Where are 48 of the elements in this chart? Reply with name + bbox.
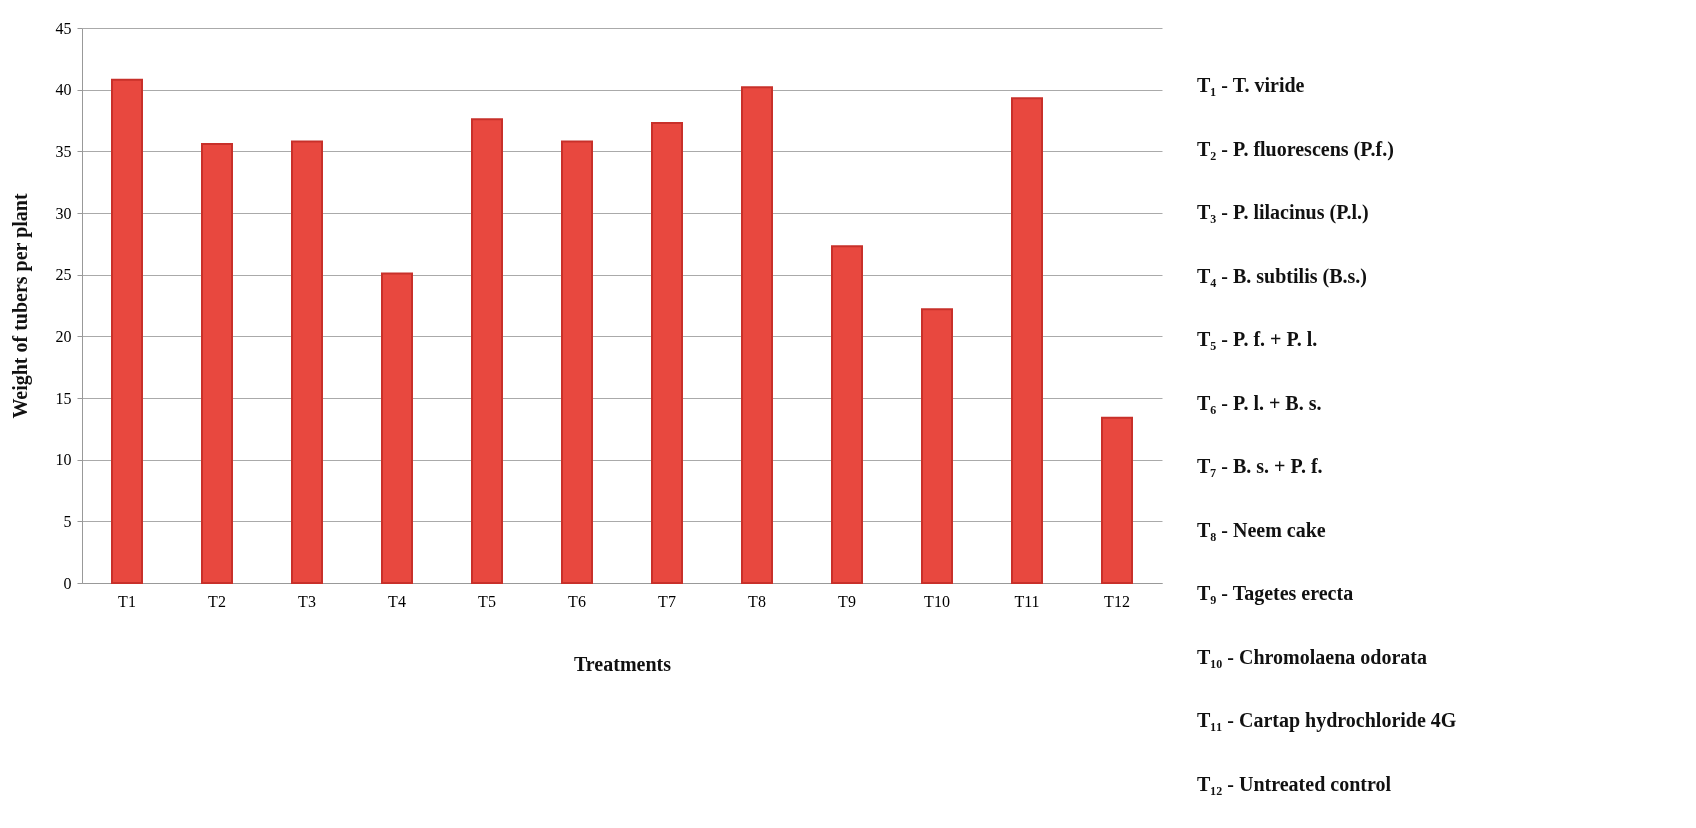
bar bbox=[921, 308, 953, 584]
bar bbox=[831, 245, 863, 584]
bar bbox=[201, 142, 233, 584]
text: T₇ - B. s. + P. f. bbox=[1197, 455, 1324, 479]
y-tick-label: 25 bbox=[55, 266, 72, 284]
x-tick-label: T9 bbox=[838, 592, 856, 610]
y-tick-label: 40 bbox=[55, 81, 72, 99]
x-tick-label: T6 bbox=[568, 592, 586, 610]
bar bbox=[291, 140, 323, 584]
bar bbox=[1101, 416, 1133, 584]
x-tick-label: T7 bbox=[658, 592, 676, 610]
bar bbox=[471, 118, 503, 584]
x-tick-label: T5 bbox=[478, 592, 496, 610]
text: T₁₁ - Cartap hydrochloride 4G bbox=[1197, 709, 1457, 734]
text: T₄ - B. subtilis (B.s.) bbox=[1197, 264, 1368, 290]
y-tick-label: 45 bbox=[55, 19, 72, 37]
x-axis-title: Treatments bbox=[573, 652, 672, 675]
y-tick-label: 5 bbox=[63, 512, 72, 530]
text: T₅ - P. f. + P. l. bbox=[1197, 328, 1319, 352]
bar bbox=[1011, 97, 1043, 584]
text: T₂ - P. fluorescens (P.f.) bbox=[1197, 137, 1395, 163]
x-tick-label: T1 bbox=[118, 592, 136, 610]
text: T₈ - Neem cake bbox=[1197, 518, 1327, 543]
text: T₆ - P. l. + B. s. bbox=[1197, 391, 1323, 416]
bar bbox=[561, 140, 593, 584]
bar bbox=[381, 272, 413, 584]
text: T₁₀ - Chromolaena odorata bbox=[1197, 645, 1428, 670]
x-tick-label: T2 bbox=[208, 592, 226, 610]
bar bbox=[741, 86, 773, 584]
y-tick-label: 20 bbox=[55, 327, 72, 345]
y-tick-label: 15 bbox=[55, 389, 72, 407]
y-tick-label: 35 bbox=[55, 142, 72, 160]
text: T₉ - Tagetes erecta bbox=[1197, 582, 1355, 607]
x-tick-label: T3 bbox=[298, 592, 316, 610]
x-tick-label: T8 bbox=[748, 592, 766, 610]
y-axis-title: Weight of tubers per plant bbox=[8, 193, 32, 419]
x-tick-label: T10 bbox=[924, 592, 950, 610]
y-tick-label: 10 bbox=[55, 451, 72, 469]
text: T₁₂ - Untreated control bbox=[1197, 772, 1392, 797]
x-tick-label: T12 bbox=[1104, 592, 1130, 610]
bar bbox=[651, 121, 683, 584]
text: T₃ - P. lilacinus (P.l.) bbox=[1197, 201, 1370, 226]
x-tick-label: T11 bbox=[1014, 592, 1040, 610]
y-tick-label: 30 bbox=[55, 204, 72, 222]
y-tick-label: 0 bbox=[63, 574, 72, 592]
bar bbox=[111, 78, 143, 584]
text: T₁ - T. viride bbox=[1197, 74, 1306, 98]
x-tick-label: T4 bbox=[388, 592, 406, 610]
